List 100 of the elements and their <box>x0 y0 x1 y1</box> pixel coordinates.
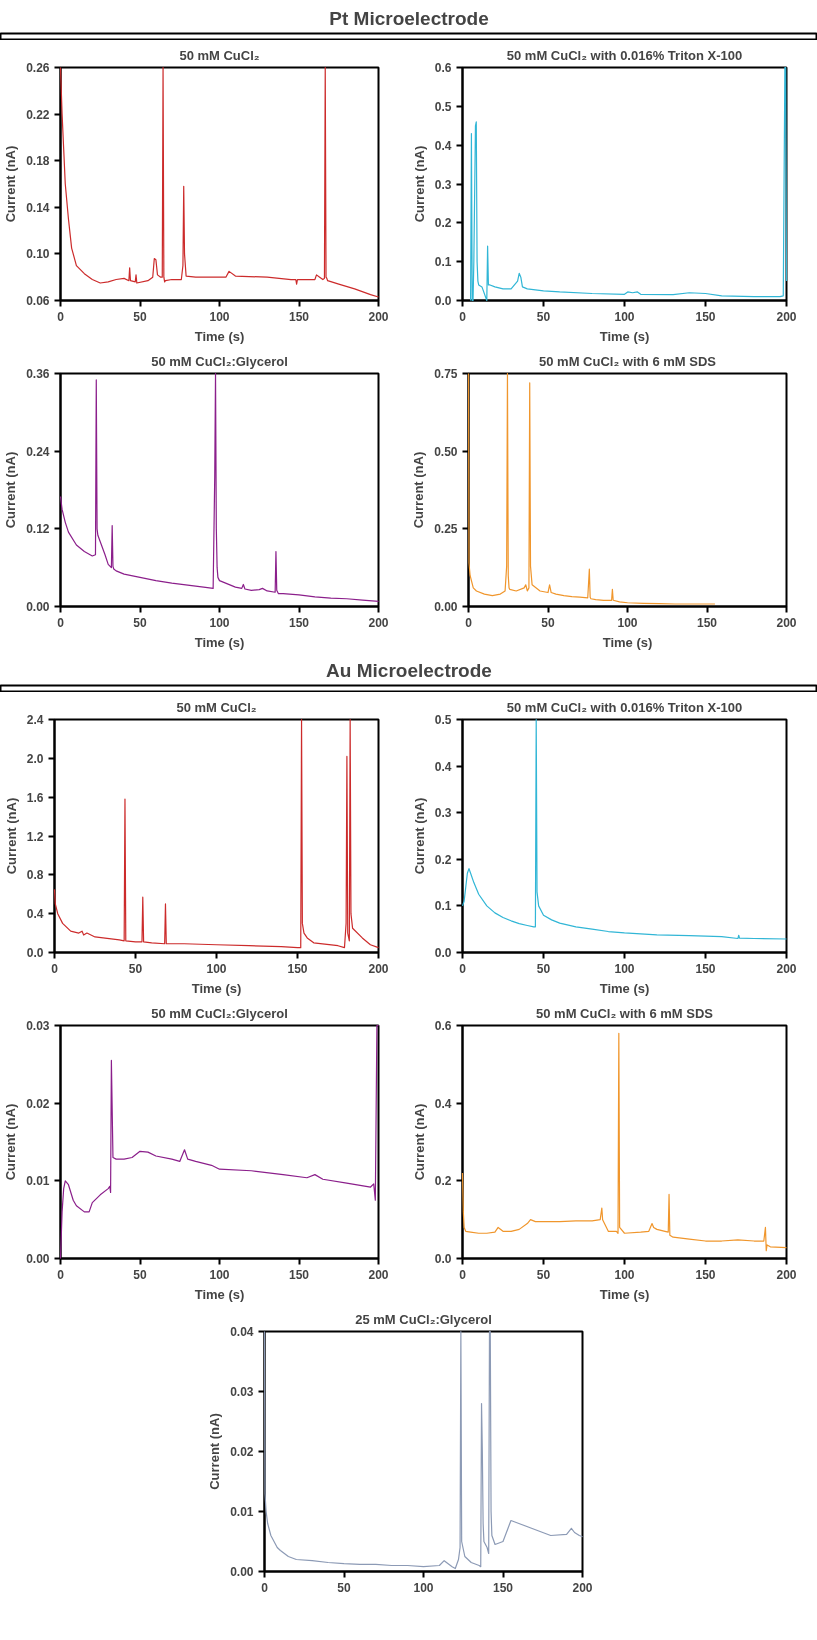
y-tick-label: 0.0 <box>434 294 452 308</box>
x-tick-label: 150 <box>288 1267 310 1282</box>
y-tick-label: 0.75 <box>434 367 458 381</box>
y-tick-label: 0.5 <box>434 99 452 114</box>
y-tick-label: 0.0 <box>434 946 452 960</box>
y-axis-title: Current (nA) <box>207 1413 223 1490</box>
chart-title: 50 mM CuCl₂:Glycerol <box>151 1005 288 1021</box>
y-tick-label: 0.04 <box>230 1325 254 1339</box>
x-tick-label: 200 <box>776 1267 797 1282</box>
y-tick-label: 0.36 <box>26 367 50 381</box>
y-tick-label: 0.2 <box>434 852 452 867</box>
y-tick-label: 0.2 <box>434 216 452 231</box>
x-tick-label: 200 <box>776 309 797 324</box>
x-tick-label: 200 <box>572 1580 593 1595</box>
chart-title: 50 mM CuCl₂ with 6 mM SDS <box>536 1005 714 1021</box>
chart-title: 50 mM CuCl₂ <box>176 699 257 715</box>
line-series <box>53 718 380 949</box>
x-tick-label: 150 <box>695 961 716 976</box>
y-tick-label: 0.2 <box>434 1174 452 1189</box>
x-tick-label: 0 <box>51 961 59 976</box>
line-series <box>461 1032 788 1252</box>
x-tick-label: 150 <box>288 309 310 324</box>
x-tick-label: 50 <box>536 309 551 324</box>
x-tick-label: 50 <box>133 309 147 324</box>
y-tick-label: 1.6 <box>26 790 44 805</box>
x-tick-label: 100 <box>617 615 638 630</box>
y-tick-label: 0.03 <box>26 1019 50 1033</box>
x-tick-label: 100 <box>413 1580 434 1595</box>
y-tick-label: 0.24 <box>26 444 50 459</box>
line-series <box>470 66 788 302</box>
y-tick-label: 0.02 <box>230 1445 254 1459</box>
x-tick-label: 200 <box>368 1267 389 1282</box>
y-tick-label: 0.02 <box>26 1096 50 1111</box>
x-axis-title: Time (s) <box>194 634 245 650</box>
y-tick-label: 0.3 <box>434 177 452 192</box>
x-tick-label: 50 <box>337 1580 351 1595</box>
x-tick-label: 100 <box>614 1267 635 1282</box>
y-tick-label: 0.6 <box>434 61 452 75</box>
y-tick-label: 0.22 <box>26 107 50 122</box>
x-tick-label: 100 <box>209 1267 230 1282</box>
y-tick-label: 1.2 <box>26 829 44 844</box>
y-tick-label: 0.4 <box>434 759 452 774</box>
y-axis-title: Current (nA) <box>411 1103 427 1181</box>
x-tick-label: 150 <box>696 615 718 630</box>
x-tick-label: 200 <box>368 961 389 976</box>
x-tick-label: 200 <box>368 309 389 324</box>
y-tick-label: 0.06 <box>26 294 50 308</box>
x-tick-label: 200 <box>776 615 797 630</box>
y-tick-label: 0.0 <box>26 946 44 960</box>
x-tick-label: 150 <box>288 615 310 630</box>
x-tick-label: 150 <box>695 1267 716 1282</box>
x-tick-label: 150 <box>492 1580 514 1595</box>
y-tick-label: 0.01 <box>230 1505 254 1519</box>
x-tick-label: 0 <box>465 615 473 630</box>
x-tick-label: 0 <box>57 309 65 324</box>
x-tick-label: 200 <box>368 615 389 630</box>
y-tick-label: 0.03 <box>230 1385 254 1399</box>
x-tick-label: 0 <box>57 1267 65 1282</box>
y-axis-title: Current (nA) <box>3 1103 19 1181</box>
y-tick-label: 0.1 <box>434 255 452 270</box>
x-tick-label: 50 <box>128 961 143 976</box>
x-tick-label: 150 <box>695 309 716 324</box>
y-tick-label: 0.0 <box>434 1252 452 1266</box>
x-tick-label: 0 <box>459 309 467 324</box>
y-axis-title: Current (nA) <box>411 797 427 875</box>
y-tick-label: 0.50 <box>434 444 458 459</box>
y-tick-label: 0.12 <box>26 522 50 537</box>
line-series <box>59 372 380 602</box>
line-series <box>59 66 380 298</box>
x-tick-label: 150 <box>287 961 308 976</box>
x-tick-label: 50 <box>541 615 555 630</box>
y-tick-label: 0.14 <box>26 200 50 215</box>
y-tick-label: 0.4 <box>26 907 44 922</box>
x-tick-label: 50 <box>133 1267 147 1282</box>
y-tick-label: 0.1 <box>434 899 452 914</box>
y-tick-label: 0.00 <box>434 600 458 614</box>
x-axis-title: Time (s) <box>599 980 650 996</box>
y-axis-title: Current (nA) <box>3 145 19 223</box>
y-tick-label: 0.5 <box>434 713 452 727</box>
x-tick-label: 0 <box>459 1267 467 1282</box>
x-tick-label: 100 <box>614 309 635 324</box>
x-tick-label: 50 <box>536 1267 551 1282</box>
x-tick-label: 0 <box>459 961 467 976</box>
x-axis-title: Time (s) <box>599 1286 650 1302</box>
x-axis-title: Time (s) <box>194 1286 245 1302</box>
chart-title: 50 mM CuCl₂ with 0.016% Triton X-100 <box>506 47 743 63</box>
chart-title: 25 mM CuCl₂:Glycerol <box>355 1311 492 1327</box>
x-tick-label: 50 <box>133 615 147 630</box>
chart-title: 50 mM CuCl₂ with 6 mM SDS <box>539 353 717 369</box>
y-tick-label: 0.00 <box>26 600 50 614</box>
y-tick-label: 0.26 <box>26 61 50 75</box>
y-tick-label: 2.0 <box>26 751 44 766</box>
x-axis-title: Time (s) <box>194 328 245 344</box>
text: Au Microelectrode <box>326 659 492 681</box>
y-axis-title: Current (nA) <box>3 797 19 875</box>
x-tick-label: 0 <box>261 1580 269 1595</box>
y-axis-title: Current (nA) <box>411 451 427 529</box>
y-tick-label: 0.00 <box>230 1565 254 1579</box>
y-tick-label: 0.4 <box>434 1096 452 1111</box>
chart-title: 50 mM CuCl₂:Glycerol <box>151 353 288 369</box>
